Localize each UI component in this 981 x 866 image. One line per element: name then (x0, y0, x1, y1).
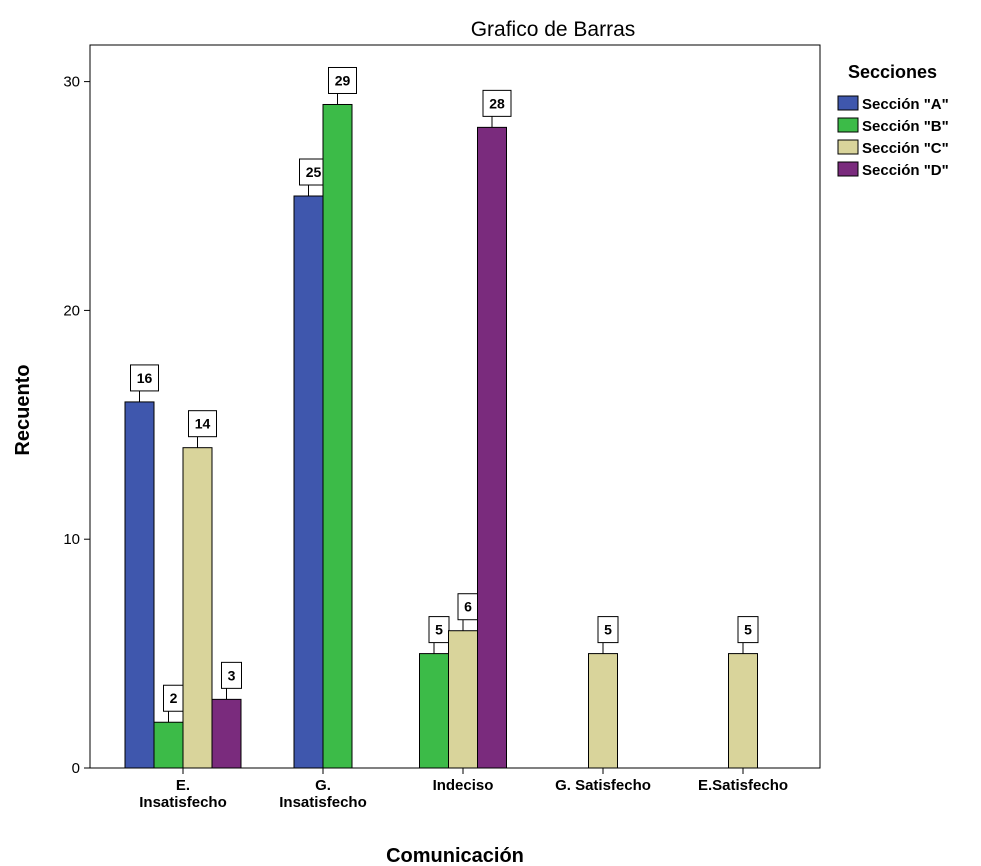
x-tick-label: E. Insatisfecho (139, 777, 227, 811)
data-label: 5 (435, 622, 443, 638)
y-axis-label: Recuento (12, 364, 34, 455)
bar (182, 447, 213, 769)
legend-label: Sección "B" (862, 118, 949, 135)
y-tick-label: 10 (63, 531, 80, 548)
bar (293, 195, 324, 769)
label-box (597, 616, 619, 644)
data-label: 14 (195, 416, 211, 432)
bar (322, 103, 353, 769)
bar (153, 721, 184, 769)
data-label: 2 (170, 690, 178, 706)
legend-title: Secciones (848, 62, 937, 82)
bar (477, 126, 507, 769)
x-tick-label: Indeciso (433, 777, 494, 794)
data-label: 28 (489, 95, 505, 111)
legend-swatch (837, 139, 859, 155)
data-label: 6 (464, 599, 472, 615)
label-box (130, 364, 159, 392)
x-axis-label: Comunicación (386, 845, 524, 866)
legend-label: Sección "C" (862, 140, 949, 157)
y-tick-label: 20 (63, 302, 80, 319)
legend-label: Sección "A" (862, 96, 949, 113)
label-box (328, 66, 357, 94)
y-tick-label: 30 (63, 74, 80, 91)
data-label: 16 (137, 370, 153, 386)
label-box (188, 410, 217, 438)
legend-swatch (837, 117, 859, 133)
bar (211, 698, 242, 769)
data-label: 5 (604, 622, 612, 638)
legend-swatch (837, 161, 859, 177)
x-tick-label: E.Satisfecho (698, 777, 788, 794)
label-box (482, 89, 512, 117)
label-box (428, 616, 450, 644)
legend-label: Sección "D" (862, 162, 949, 179)
label-box (221, 661, 242, 689)
label-box (737, 616, 759, 644)
bar (419, 653, 449, 769)
data-label: 25 (306, 164, 322, 180)
chart-title: Grafico de Barras (471, 18, 636, 41)
data-label: 29 (335, 72, 351, 88)
legend-swatch (837, 95, 859, 111)
bar (588, 653, 618, 769)
data-label: 3 (228, 667, 236, 683)
data-label: 5 (744, 622, 752, 638)
x-tick-label: G. Insatisfecho (279, 777, 367, 811)
bar (448, 630, 478, 769)
bar (728, 653, 758, 769)
bar (124, 401, 155, 769)
x-tick-label: G. Satisfecho (555, 777, 651, 794)
y-tick-label: 0 (72, 760, 80, 777)
